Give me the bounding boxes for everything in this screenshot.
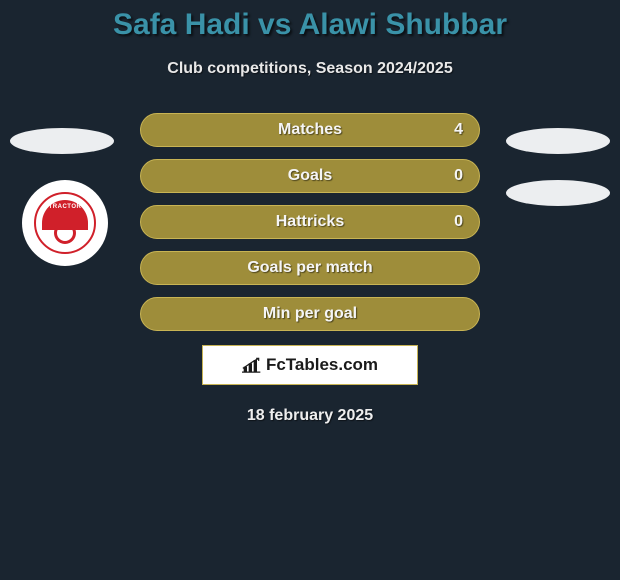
date-label: 18 february 2025: [0, 407, 620, 425]
club-logo-text: TRACTOR: [36, 204, 94, 210]
stat-value: 4: [454, 121, 463, 139]
right-player-chip-1: [506, 128, 610, 154]
stat-label: Matches: [278, 121, 342, 139]
stat-value: 0: [454, 167, 463, 185]
brand-label: FcTables.com: [266, 355, 378, 375]
stat-label: Goals per match: [247, 259, 372, 277]
stat-label: Hattricks: [276, 213, 344, 231]
right-player-chip-2: [506, 180, 610, 206]
stat-row-matches: Matches 4: [140, 113, 480, 147]
stat-label: Goals: [288, 167, 332, 185]
page-title: Safa Hadi vs Alawi Shubbar: [0, 0, 620, 42]
stat-row-goals: Goals 0: [140, 159, 480, 193]
stat-row-goals-per-match: Goals per match: [140, 251, 480, 285]
club-logo: TRACTOR: [22, 180, 108, 266]
stat-label: Min per goal: [263, 305, 357, 323]
bar-chart-icon: [242, 356, 262, 374]
brand-box[interactable]: FcTables.com: [202, 345, 418, 385]
stat-row-min-per-goal: Min per goal: [140, 297, 480, 331]
subtitle: Club competitions, Season 2024/2025: [0, 60, 620, 78]
left-player-chip: [10, 128, 114, 154]
stat-value: 0: [454, 213, 463, 231]
stat-row-hattricks: Hattricks 0: [140, 205, 480, 239]
